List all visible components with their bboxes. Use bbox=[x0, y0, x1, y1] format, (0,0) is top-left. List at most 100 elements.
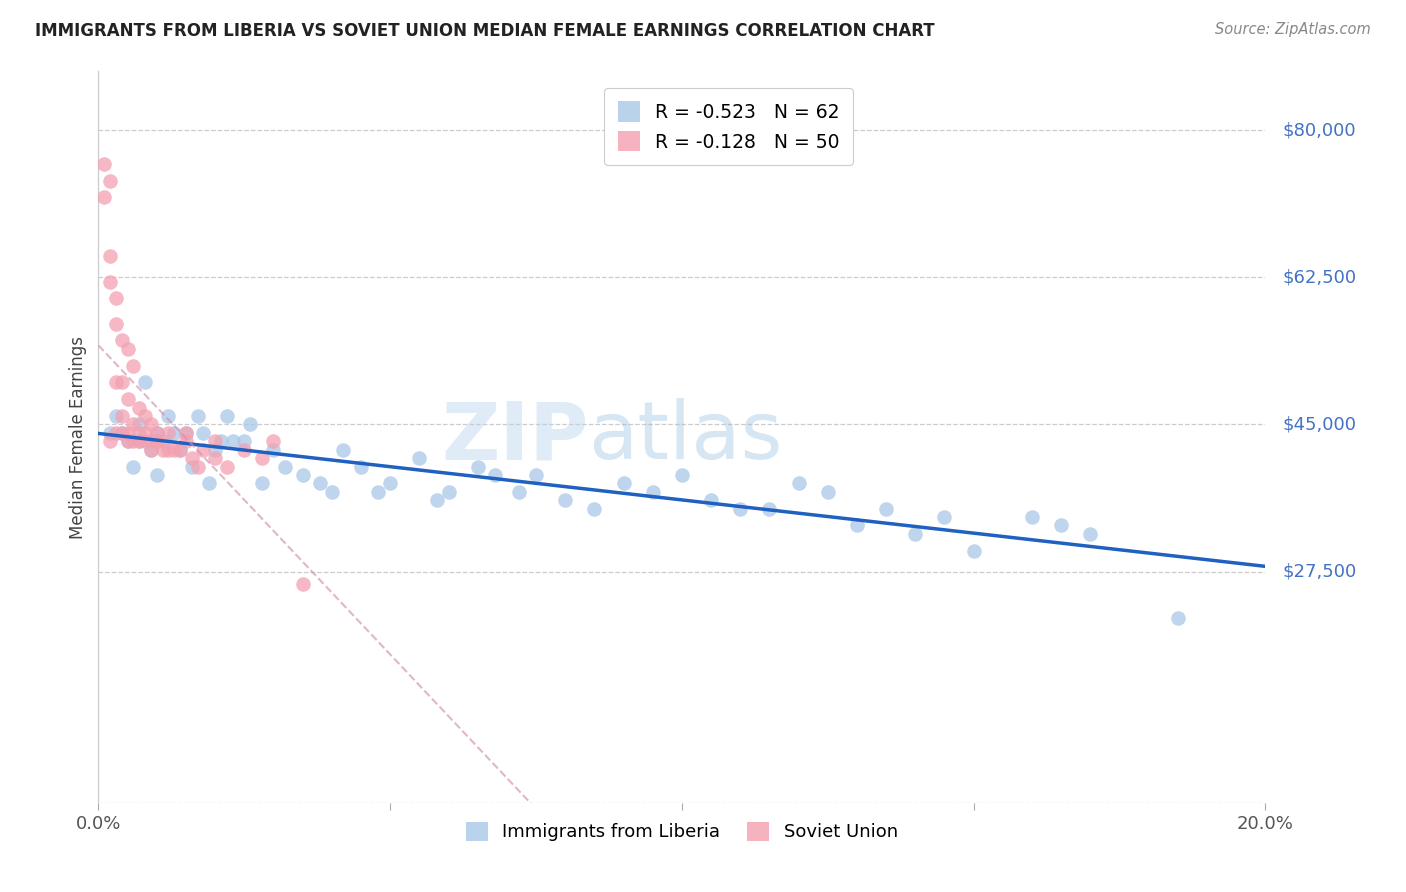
Point bbox=[163, 442, 186, 457]
Point bbox=[730, 501, 752, 516]
Point bbox=[787, 476, 810, 491]
Point bbox=[174, 425, 197, 440]
Point bbox=[128, 434, 150, 449]
Text: IMMIGRANTS FROM LIBERIA VS SOVIET UNION MEDIAN FEMALE EARNINGS CORRELATION CHART: IMMIGRANTS FROM LIBERIA VS SOVIET UNION … bbox=[35, 22, 935, 40]
Point bbox=[163, 425, 186, 440]
Point bbox=[111, 376, 134, 390]
Point bbox=[98, 275, 121, 289]
Point bbox=[554, 493, 576, 508]
Point bbox=[215, 409, 238, 423]
Point bbox=[180, 451, 202, 466]
Point bbox=[180, 459, 202, 474]
Point bbox=[117, 392, 139, 407]
Point bbox=[117, 434, 139, 449]
Point bbox=[98, 174, 121, 188]
Point bbox=[1021, 510, 1043, 524]
Point bbox=[128, 425, 150, 440]
Point bbox=[274, 459, 297, 474]
Point bbox=[1050, 518, 1073, 533]
Point bbox=[134, 434, 156, 449]
Point bbox=[187, 409, 209, 423]
Point bbox=[817, 484, 839, 499]
Text: atlas: atlas bbox=[589, 398, 783, 476]
Point bbox=[758, 501, 780, 516]
Point bbox=[904, 526, 927, 541]
Point bbox=[169, 442, 191, 457]
Point bbox=[111, 425, 134, 440]
Point bbox=[367, 484, 389, 499]
Point bbox=[484, 467, 506, 482]
Point bbox=[93, 157, 115, 171]
Point bbox=[221, 434, 243, 449]
Point bbox=[134, 376, 156, 390]
Legend: Immigrants from Liberia, Soviet Union: Immigrants from Liberia, Soviet Union bbox=[458, 814, 905, 848]
Point bbox=[508, 484, 530, 499]
Point bbox=[111, 425, 134, 440]
Point bbox=[233, 442, 256, 457]
Point bbox=[671, 467, 693, 482]
Point bbox=[152, 434, 174, 449]
Y-axis label: Median Female Earnings: Median Female Earnings bbox=[69, 335, 87, 539]
Point bbox=[875, 501, 897, 516]
Point bbox=[111, 409, 134, 423]
Point bbox=[104, 317, 127, 331]
Point bbox=[122, 359, 145, 373]
Point bbox=[262, 434, 284, 449]
Point bbox=[174, 434, 197, 449]
Point bbox=[117, 434, 139, 449]
Point bbox=[204, 451, 226, 466]
Point bbox=[262, 442, 284, 457]
Point bbox=[122, 417, 145, 432]
Point bbox=[139, 442, 162, 457]
Text: $27,500: $27,500 bbox=[1282, 563, 1357, 581]
Point bbox=[700, 493, 723, 508]
Text: ZIP: ZIP bbox=[441, 398, 589, 476]
Point bbox=[146, 434, 169, 449]
Point bbox=[134, 409, 156, 423]
Point bbox=[332, 442, 354, 457]
Text: $62,500: $62,500 bbox=[1282, 268, 1357, 286]
Point bbox=[321, 484, 343, 499]
Point bbox=[524, 467, 547, 482]
Point bbox=[117, 425, 139, 440]
Text: $80,000: $80,000 bbox=[1282, 121, 1355, 139]
Point bbox=[846, 518, 869, 533]
Point bbox=[122, 434, 145, 449]
Point bbox=[146, 425, 169, 440]
Point bbox=[146, 425, 169, 440]
Point bbox=[198, 476, 221, 491]
Point bbox=[380, 476, 402, 491]
Point bbox=[128, 401, 150, 415]
Point bbox=[426, 493, 449, 508]
Point bbox=[157, 442, 180, 457]
Point bbox=[104, 425, 127, 440]
Point bbox=[104, 409, 127, 423]
Point bbox=[612, 476, 634, 491]
Point bbox=[146, 434, 169, 449]
Point bbox=[139, 417, 162, 432]
Point bbox=[291, 577, 314, 591]
Point bbox=[157, 425, 180, 440]
Point bbox=[157, 409, 180, 423]
Point bbox=[204, 442, 226, 457]
Point bbox=[128, 434, 150, 449]
Point bbox=[1080, 526, 1102, 541]
Point bbox=[408, 451, 430, 466]
Point bbox=[134, 425, 156, 440]
Point bbox=[291, 467, 314, 482]
Point bbox=[98, 434, 121, 449]
Point bbox=[146, 467, 169, 482]
Point bbox=[152, 442, 174, 457]
Point bbox=[250, 451, 273, 466]
Point bbox=[128, 417, 150, 432]
Point bbox=[174, 425, 197, 440]
Point bbox=[104, 291, 127, 305]
Point bbox=[250, 476, 273, 491]
Point bbox=[98, 249, 121, 263]
Point bbox=[187, 459, 209, 474]
Point bbox=[209, 434, 232, 449]
Point bbox=[204, 434, 226, 449]
Point bbox=[437, 484, 460, 499]
Point bbox=[934, 510, 956, 524]
Point bbox=[233, 434, 256, 449]
